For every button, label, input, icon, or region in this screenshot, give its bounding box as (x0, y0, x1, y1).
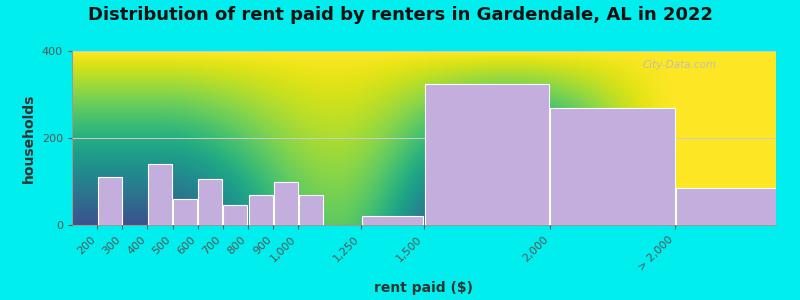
Text: Distribution of rent paid by renters in Gardendale, AL in 2022: Distribution of rent paid by renters in … (87, 6, 713, 24)
Bar (148, 164, 172, 225)
Bar (198, 179, 222, 225)
Y-axis label: households: households (22, 93, 36, 183)
Bar (550, 108, 675, 225)
Bar (425, 84, 550, 225)
Bar (173, 199, 198, 225)
Bar (362, 216, 423, 225)
Bar (223, 206, 247, 225)
Bar (298, 194, 323, 225)
X-axis label: rent paid ($): rent paid ($) (374, 281, 474, 295)
Bar (249, 194, 273, 225)
Bar (676, 188, 800, 225)
Bar (98, 177, 122, 225)
Bar (274, 182, 298, 225)
Text: City-Data.com: City-Data.com (642, 60, 716, 70)
